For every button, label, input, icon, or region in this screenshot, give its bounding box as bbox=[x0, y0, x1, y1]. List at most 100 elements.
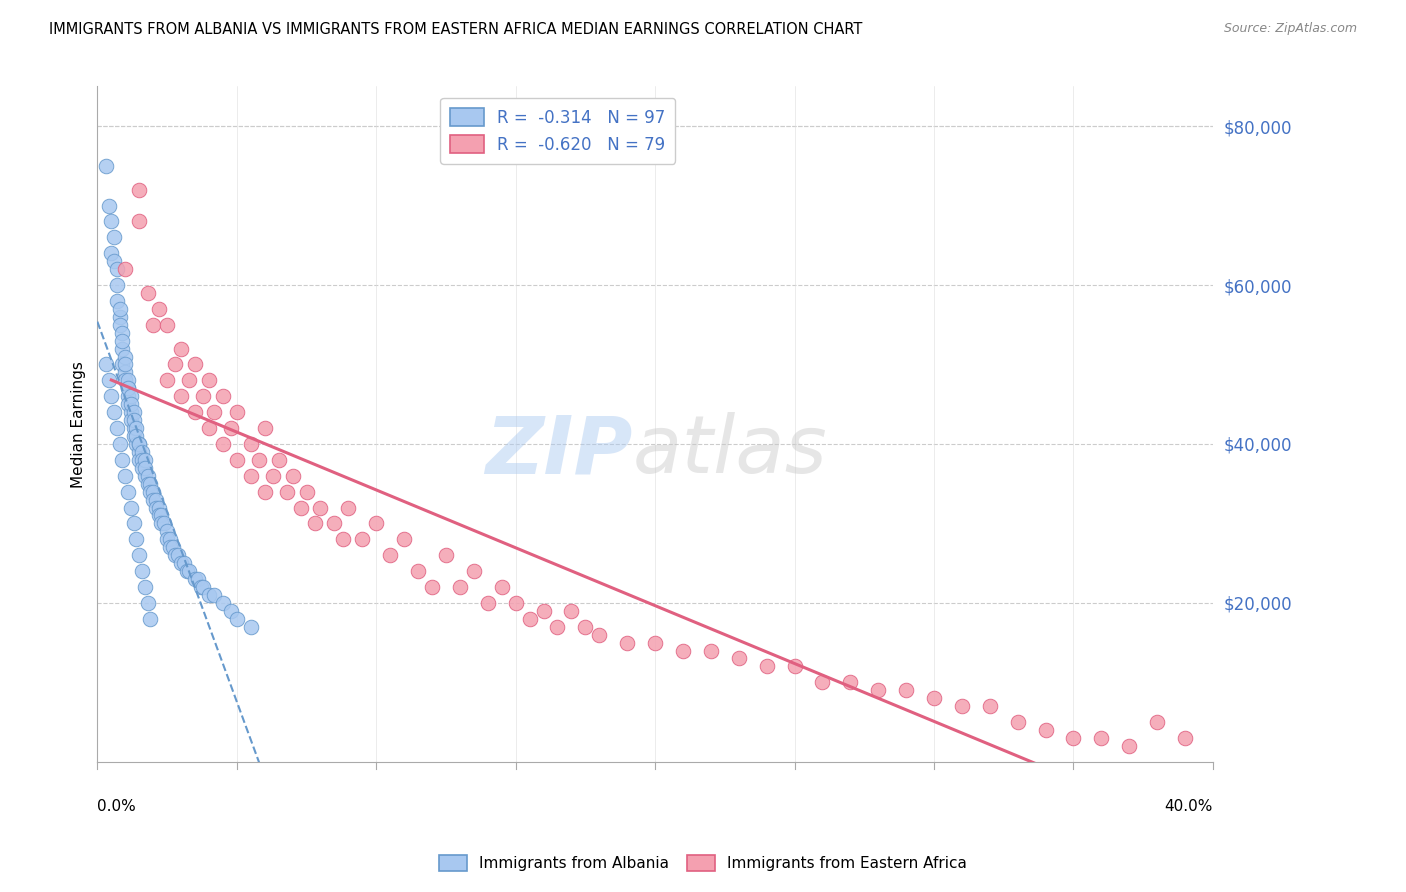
Point bbox=[131, 460, 153, 475]
Point bbox=[122, 405, 145, 419]
Point bbox=[142, 484, 165, 499]
Point bbox=[179, 564, 201, 578]
Point bbox=[253, 484, 276, 499]
Point bbox=[159, 533, 181, 547]
Point bbox=[120, 389, 142, 403]
Point bbox=[131, 564, 153, 578]
Point bbox=[420, 580, 443, 594]
Point bbox=[644, 635, 666, 649]
Point bbox=[505, 596, 527, 610]
Point bbox=[114, 262, 136, 277]
Point bbox=[727, 651, 749, 665]
Point bbox=[380, 548, 402, 562]
Point bbox=[170, 556, 193, 570]
Point bbox=[190, 580, 212, 594]
Point bbox=[100, 246, 122, 260]
Point bbox=[811, 675, 834, 690]
Point bbox=[128, 548, 150, 562]
Point bbox=[103, 230, 125, 244]
Point bbox=[352, 533, 374, 547]
Point bbox=[117, 381, 139, 395]
Point bbox=[262, 468, 284, 483]
Point bbox=[167, 548, 190, 562]
Point bbox=[290, 500, 312, 515]
Point bbox=[159, 540, 181, 554]
Y-axis label: Median Earnings: Median Earnings bbox=[72, 360, 86, 488]
Point bbox=[979, 699, 1001, 714]
Point bbox=[142, 318, 165, 332]
Point bbox=[108, 318, 131, 332]
Point bbox=[134, 468, 156, 483]
Point bbox=[139, 476, 162, 491]
Point bbox=[1007, 714, 1029, 729]
Point bbox=[148, 508, 170, 523]
Point bbox=[179, 373, 201, 387]
Point bbox=[117, 397, 139, 411]
Point bbox=[105, 262, 128, 277]
Point bbox=[1062, 731, 1084, 745]
Point bbox=[120, 413, 142, 427]
Point bbox=[128, 183, 150, 197]
Point bbox=[491, 580, 513, 594]
Point bbox=[105, 278, 128, 293]
Point bbox=[120, 500, 142, 515]
Point bbox=[100, 389, 122, 403]
Point bbox=[219, 604, 242, 618]
Point bbox=[125, 437, 148, 451]
Point bbox=[142, 492, 165, 507]
Point bbox=[700, 643, 723, 657]
Point bbox=[198, 421, 221, 435]
Point bbox=[145, 500, 167, 515]
Point bbox=[128, 437, 150, 451]
Point bbox=[1035, 723, 1057, 737]
Point bbox=[560, 604, 582, 618]
Point bbox=[477, 596, 499, 610]
Point bbox=[108, 437, 131, 451]
Point bbox=[276, 484, 298, 499]
Point bbox=[128, 453, 150, 467]
Point bbox=[755, 659, 778, 673]
Point bbox=[148, 301, 170, 316]
Text: ZIP: ZIP bbox=[485, 412, 633, 490]
Point bbox=[165, 548, 187, 562]
Point bbox=[108, 310, 131, 324]
Point bbox=[533, 604, 555, 618]
Point bbox=[406, 564, 429, 578]
Text: atlas: atlas bbox=[633, 412, 828, 490]
Point bbox=[122, 421, 145, 435]
Point bbox=[156, 318, 179, 332]
Point bbox=[117, 389, 139, 403]
Point bbox=[198, 373, 221, 387]
Point bbox=[173, 556, 195, 570]
Point bbox=[463, 564, 485, 578]
Point bbox=[184, 405, 207, 419]
Point bbox=[153, 516, 176, 531]
Legend: Immigrants from Albania, Immigrants from Eastern Africa: Immigrants from Albania, Immigrants from… bbox=[433, 849, 973, 877]
Point bbox=[165, 358, 187, 372]
Point bbox=[134, 460, 156, 475]
Point bbox=[114, 358, 136, 372]
Point bbox=[253, 421, 276, 435]
Point bbox=[111, 326, 134, 340]
Point bbox=[176, 564, 198, 578]
Point bbox=[117, 484, 139, 499]
Point bbox=[247, 453, 270, 467]
Point bbox=[114, 373, 136, 387]
Point bbox=[105, 421, 128, 435]
Point bbox=[894, 683, 917, 698]
Point bbox=[219, 421, 242, 435]
Point bbox=[136, 468, 159, 483]
Point bbox=[519, 612, 541, 626]
Point bbox=[193, 389, 215, 403]
Point bbox=[131, 453, 153, 467]
Point bbox=[125, 533, 148, 547]
Point bbox=[114, 350, 136, 364]
Point bbox=[304, 516, 326, 531]
Point bbox=[170, 342, 193, 356]
Point bbox=[94, 358, 117, 372]
Point bbox=[309, 500, 332, 515]
Point bbox=[122, 516, 145, 531]
Point bbox=[134, 580, 156, 594]
Point bbox=[434, 548, 457, 562]
Point bbox=[449, 580, 471, 594]
